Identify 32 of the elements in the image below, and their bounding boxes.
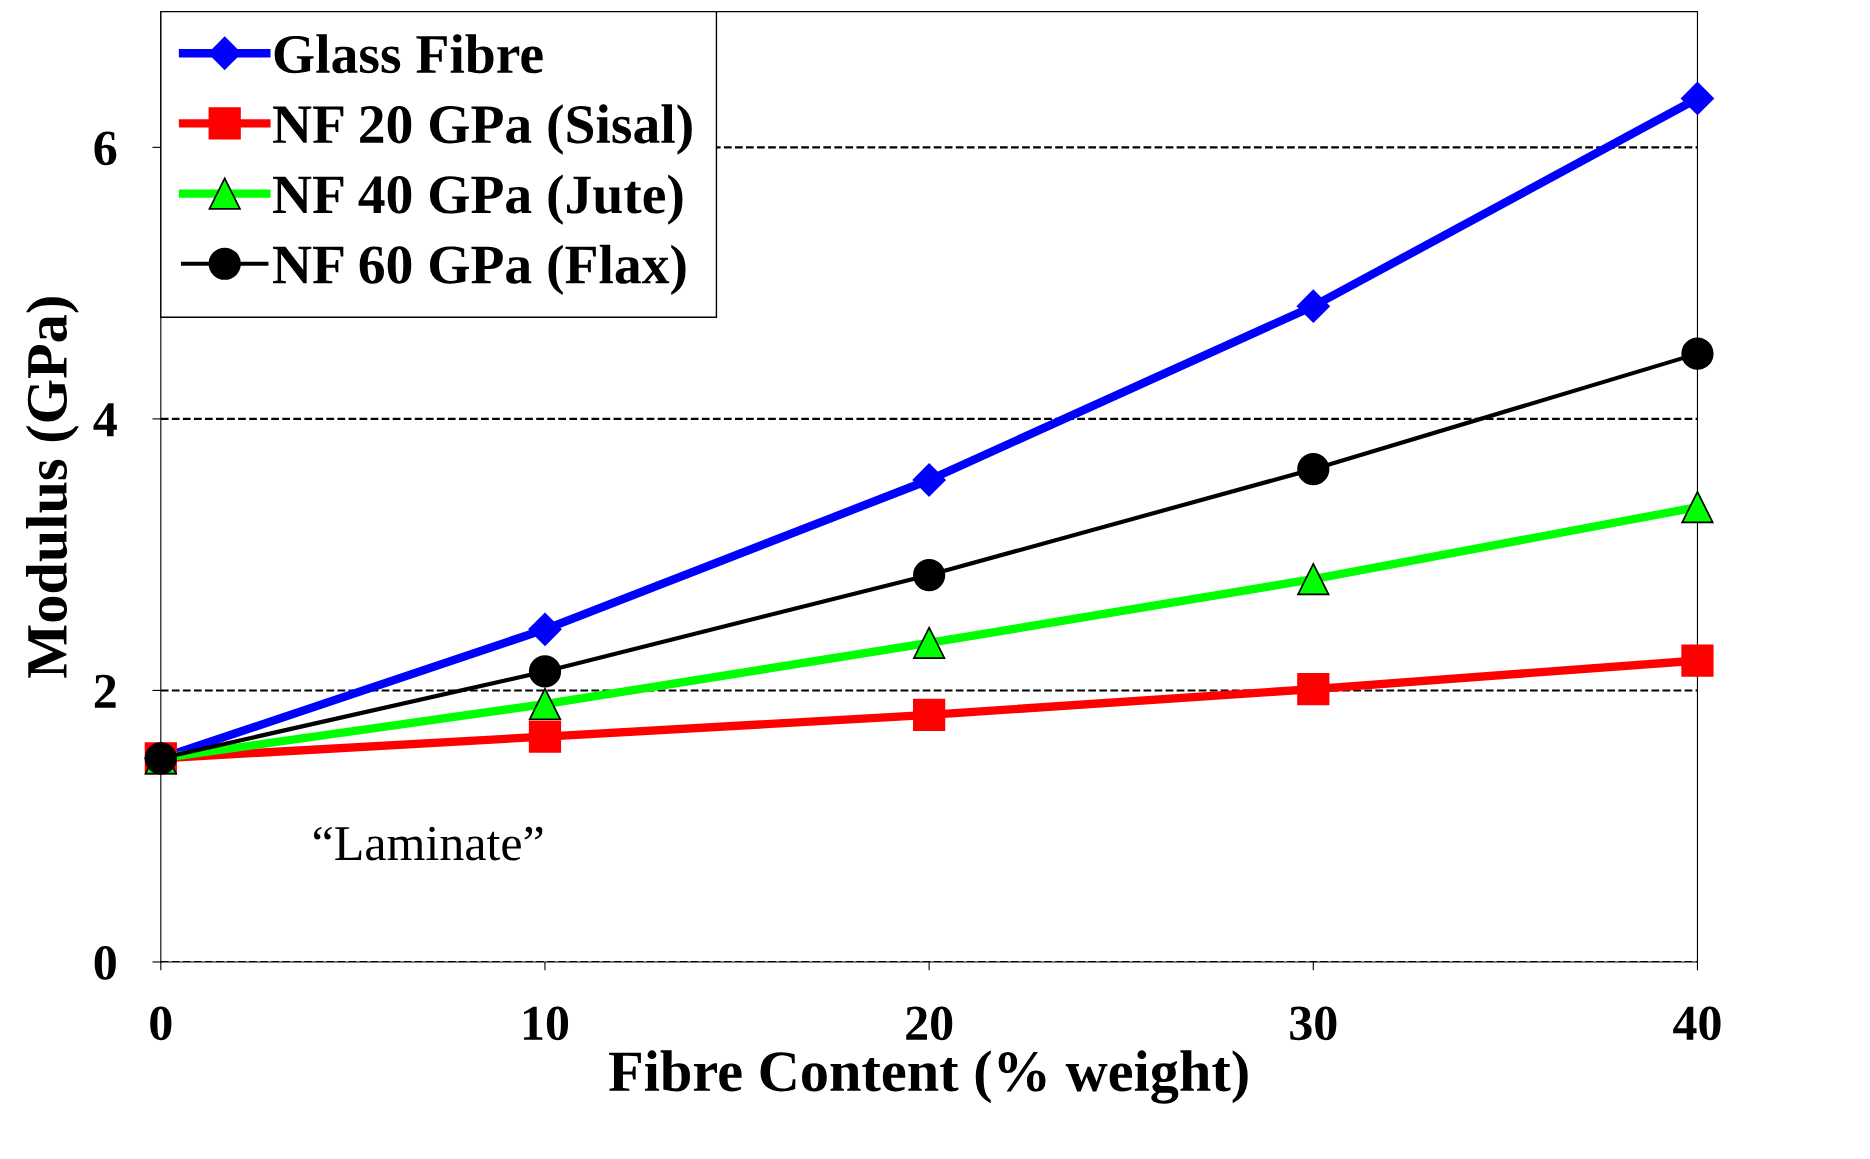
y-tick-label: 4: [93, 403, 117, 437]
point: [1681, 644, 1714, 677]
point: [1680, 81, 1715, 116]
legend-label: Glass Fibre: [274, 34, 543, 74]
legend-label: NF 20 GPa (Sisal): [272, 104, 692, 155]
y-axis-title: Modulus (GPa): [25, 297, 79, 678]
point: [528, 720, 562, 753]
point: [1296, 289, 1330, 323]
legend-label: NF 40 GPa (Jute): [272, 174, 683, 225]
x-tick-label: 10: [523, 1006, 569, 1041]
y-tick-label: 0: [94, 946, 116, 980]
point: [528, 612, 562, 646]
point: [912, 463, 946, 497]
point: [913, 626, 946, 660]
x-tick-label: 30: [1290, 1006, 1337, 1041]
x-axis-title: Fibre Content (% weight): [609, 1050, 1248, 1104]
point: [1297, 453, 1330, 486]
legend-label: NF 60 GPa (Flax): [272, 244, 686, 296]
point: [913, 558, 946, 592]
annotation: “Laminate”: [313, 826, 543, 861]
point: [913, 698, 946, 731]
point: [1297, 672, 1330, 706]
point: [1681, 337, 1714, 370]
x-tick-label: 0: [150, 1006, 172, 1041]
point: [528, 687, 562, 721]
y-tick-label: 2: [94, 674, 116, 708]
x-tick-label: 20: [906, 1006, 953, 1041]
x-tick-label: 40: [1673, 1006, 1721, 1041]
point: [1681, 491, 1714, 524]
point: [528, 655, 562, 688]
point: [1297, 562, 1330, 596]
y-tick-label: 6: [94, 131, 117, 166]
